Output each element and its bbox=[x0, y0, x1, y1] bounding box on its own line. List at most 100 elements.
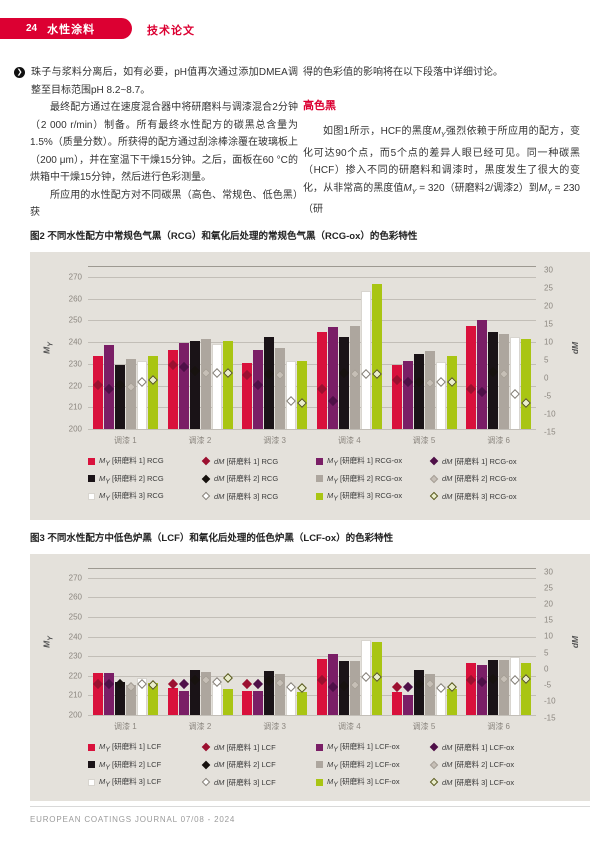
legend-swatch bbox=[316, 778, 323, 786]
legend-diamond-icon bbox=[201, 760, 211, 769]
legend-item: MY [研磨料 2] LCF-ox bbox=[316, 759, 430, 771]
bar bbox=[125, 359, 136, 429]
bar bbox=[211, 344, 222, 429]
legend-label: dM [研磨料 3] RCG bbox=[214, 491, 279, 501]
right-axis-tick: 0 bbox=[544, 373, 549, 383]
bar bbox=[338, 336, 349, 429]
category-label: 调漆 1 bbox=[113, 722, 137, 731]
legend-item: MY [研磨料 3] LCF bbox=[88, 776, 202, 789]
category-label: 调漆 3 bbox=[263, 722, 286, 731]
legend-item: MY [研磨料 2] LCF bbox=[88, 759, 202, 772]
left-axis-tick: 200 bbox=[68, 424, 82, 434]
legend-label: dM [研磨料 3] LCF-ox bbox=[442, 777, 515, 787]
bar bbox=[211, 683, 222, 715]
bar bbox=[114, 364, 125, 429]
bar bbox=[446, 688, 457, 715]
legend-swatch bbox=[316, 475, 323, 483]
right-axis-tick: 5 bbox=[544, 648, 549, 658]
bar bbox=[477, 320, 488, 429]
legend-item: dM [研磨料 3] LCF bbox=[201, 776, 316, 789]
figure2-chart: 270 260 250 240 230 220 210 200 30 25 20 15 10 5 0 -5 -1… bbox=[30, 252, 590, 520]
category-label: 调漆 5 bbox=[412, 722, 436, 731]
legend-label: MY [研磨料 1] LCF bbox=[99, 742, 162, 754]
gridline bbox=[88, 656, 536, 658]
gridline bbox=[88, 363, 536, 365]
legend-item: dM [研磨料 1] LCF-ox bbox=[429, 741, 540, 754]
left-axis-tick: 210 bbox=[68, 402, 82, 412]
legend-label: dM [研磨料 2] RCG bbox=[214, 474, 279, 484]
right-axis-title: dM bbox=[570, 635, 580, 648]
bar bbox=[316, 332, 327, 429]
gridline bbox=[88, 385, 536, 387]
bar bbox=[499, 334, 510, 429]
section-heading: 高色黑 bbox=[303, 99, 336, 112]
left-axis-tick: 200 bbox=[68, 710, 82, 720]
continued-arrow-icon: ❯ bbox=[14, 67, 25, 78]
dm-marker bbox=[253, 678, 264, 689]
paragraph: 最终配方通过在速度混合器中将研磨料与调漆混合2分钟（2 000 r/min）制备… bbox=[30, 102, 298, 183]
bar bbox=[167, 349, 178, 429]
legend-item: dM [研磨料 1] RCG bbox=[201, 455, 316, 468]
category-label: 调漆 4 bbox=[337, 722, 361, 731]
legend-label: MY [研磨料 3] LCF bbox=[99, 777, 162, 789]
category-label: 调漆 6 bbox=[487, 722, 510, 731]
legend-diamond-icon bbox=[429, 760, 439, 769]
gridline bbox=[88, 407, 536, 409]
right-axis-tick: 0 bbox=[544, 664, 549, 674]
header-section-pill: 24 水性涂料 bbox=[0, 18, 132, 39]
category-label: 调漆 5 bbox=[412, 436, 436, 445]
legend-label: dM [研磨料 1] RCG bbox=[214, 456, 279, 466]
legend-label: dM [研磨料 1] RCG-ox bbox=[442, 456, 517, 466]
legend-label: dM [研磨料 3] RCG-ox bbox=[442, 491, 517, 501]
legend-label: MY [研磨料 3] RCG-ox bbox=[327, 491, 403, 503]
legend-item: MY [研磨料 2] RCG bbox=[88, 473, 202, 486]
gridline bbox=[88, 617, 536, 618]
left-axis-tick: 240 bbox=[68, 632, 82, 642]
left-axis-tick: 230 bbox=[68, 651, 82, 661]
right-axis-tick: -5 bbox=[544, 680, 552, 690]
category-label: 调漆 2 bbox=[188, 722, 212, 731]
bar bbox=[424, 350, 435, 429]
bar bbox=[371, 284, 382, 429]
plot-area: 270 260 250 240 230 220 210 200 30 25 20 15 10 5 0 -5 -1… bbox=[69, 265, 556, 436]
legend-item: MY [研磨料 1] LCF bbox=[88, 741, 202, 754]
left-axis-tick: 220 bbox=[68, 671, 82, 681]
gridline bbox=[88, 675, 536, 677]
left-axis-tick: 240 bbox=[68, 337, 82, 347]
category-label: 调漆 6 bbox=[487, 436, 510, 445]
left-axis-tick: 260 bbox=[68, 592, 82, 602]
paragraph: 如图1所示，HCF的黑度MY强烈依赖于所应用的配方，变化可达90个点，而5个点的… bbox=[303, 126, 580, 215]
legend-label: MY [研磨料 2] LCF bbox=[99, 759, 162, 772]
bar bbox=[435, 361, 446, 429]
section-title: 水性涂料 bbox=[47, 23, 96, 36]
bar bbox=[466, 325, 477, 429]
gridline bbox=[88, 695, 536, 697]
bar bbox=[402, 360, 413, 429]
legend-label: MY [研磨料 2] RCG-ox bbox=[327, 473, 403, 486]
legend-label: MY [研磨料 2] RCG bbox=[99, 473, 164, 486]
bar bbox=[264, 670, 275, 715]
gridline bbox=[88, 715, 536, 716]
bar bbox=[510, 657, 521, 715]
bar bbox=[242, 362, 253, 429]
bar bbox=[360, 291, 371, 429]
legend-diamond-icon bbox=[429, 474, 439, 483]
left-axis-tick: 250 bbox=[68, 315, 82, 325]
legend-item: dM [研磨料 2] RCG-ox bbox=[429, 473, 540, 486]
bar bbox=[147, 356, 158, 429]
legend: MY [研磨料 1] LCF dM [研磨料 1] LCF MY [研磨料 1] L… bbox=[88, 741, 568, 789]
legend-swatch bbox=[316, 492, 323, 500]
bar bbox=[136, 360, 147, 429]
gridline bbox=[88, 266, 536, 267]
right-axis-tick: 15 bbox=[544, 319, 553, 329]
category-label: 调漆 1 bbox=[113, 436, 137, 445]
bar bbox=[200, 671, 211, 715]
right-axis-tick: 30 bbox=[544, 265, 553, 275]
legend-diamond-icon bbox=[429, 743, 439, 752]
gridline bbox=[88, 320, 536, 322]
right-axis-tick: 10 bbox=[544, 631, 553, 641]
right-column: 得的色彩值的影响将在以下段落中详细讨论。 高色黑 如图1所示，HCF的黑度MY强… bbox=[303, 64, 580, 219]
legend-diamond-icon bbox=[429, 492, 439, 501]
paragraph: 所应用的水性配方对不同碳黑（高色、常规色、低色黑）获 bbox=[30, 189, 298, 219]
bar bbox=[253, 690, 264, 715]
